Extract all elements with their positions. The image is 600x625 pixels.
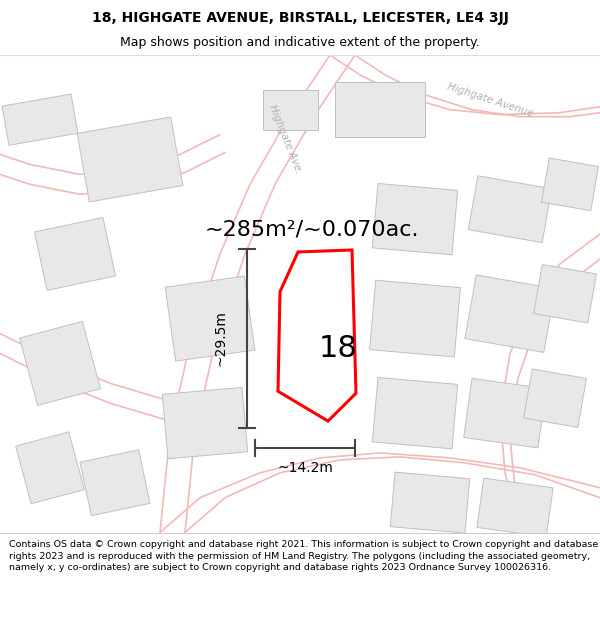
Polygon shape [35,217,115,291]
Polygon shape [16,432,85,504]
Polygon shape [335,82,425,137]
Text: ~14.2m: ~14.2m [277,461,333,475]
Text: Map shows position and indicative extent of the property.: Map shows position and indicative extent… [120,36,480,49]
Polygon shape [165,276,255,361]
Text: Contains OS data © Crown copyright and database right 2021. This information is : Contains OS data © Crown copyright and d… [9,540,598,572]
Polygon shape [20,321,100,406]
Polygon shape [477,478,553,537]
Polygon shape [464,378,547,448]
Polygon shape [2,94,78,145]
Text: Highgate Ave.: Highgate Ave. [266,104,304,176]
Polygon shape [373,184,458,255]
Polygon shape [533,264,596,323]
Text: 18: 18 [319,334,358,363]
Polygon shape [373,378,458,449]
Polygon shape [263,90,317,129]
Polygon shape [390,472,470,533]
Text: 18, HIGHGATE AVENUE, BIRSTALL, LEICESTER, LE4 3JJ: 18, HIGHGATE AVENUE, BIRSTALL, LEICESTER… [92,11,508,24]
Polygon shape [524,369,586,428]
Text: ~285m²/~0.070ac.: ~285m²/~0.070ac. [205,219,419,239]
Polygon shape [163,388,248,459]
Polygon shape [77,117,183,202]
Polygon shape [80,450,150,516]
Polygon shape [465,275,555,352]
Polygon shape [370,280,460,357]
Text: Highgate Avenue: Highgate Avenue [446,81,534,118]
Polygon shape [468,176,552,242]
Text: ~29.5m: ~29.5m [213,311,227,366]
Polygon shape [541,158,599,211]
